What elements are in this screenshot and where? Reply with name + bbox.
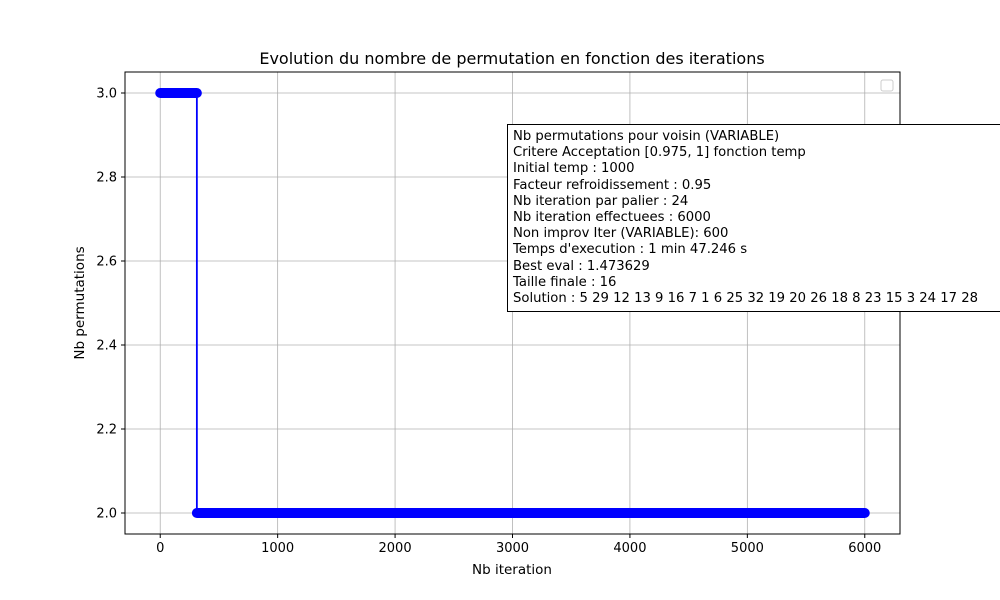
annotation-line: Nb permutations pour voisin (VARIABLE) [513, 129, 780, 144]
series-group [155, 88, 870, 518]
x-tick-label: 6000 [848, 541, 881, 556]
y-axis-ticks: 2.0 2.2 2.4 2.6 2.8 3.0 [96, 87, 125, 522]
x-tick-label: 3000 [496, 541, 529, 556]
y-tick-label: 2.8 [96, 171, 117, 186]
annotation-line: Non improv Iter (VARIABLE): 600 [513, 226, 729, 242]
x-tick-label: 2000 [379, 541, 412, 556]
annotation-line: Initial temp : 1000 [513, 161, 635, 177]
annotation-line: Critere Acceptation [0.975, 1] fonction … [513, 145, 806, 161]
annotation-line: Facteur refroidissement : 0.95 [513, 177, 712, 193]
x-axis-label: Nb iteration [472, 562, 552, 578]
y-tick-label: 2.4 [96, 339, 117, 354]
x-tick-label: 0 [156, 541, 164, 556]
y-tick-label: 2.2 [96, 423, 117, 438]
x-axis-ticks: 0 1000 2000 3000 4000 5000 6000 [156, 534, 881, 556]
x-tick-label: 5000 [731, 541, 764, 556]
x-tick-label: 1000 [261, 541, 294, 556]
chart-title: Evolution du nombre de permutation en fo… [259, 49, 764, 68]
x-tick-label: 4000 [613, 541, 646, 556]
annotation-line: Nb iteration par palier : 24 [513, 193, 689, 209]
y-tick-label: 2.0 [96, 507, 117, 522]
y-tick-label: 3.0 [96, 87, 117, 102]
annotation-line: Best eval : 1.473629 [513, 258, 650, 274]
annotation-line: Taille finale : 16 [513, 274, 617, 290]
annotation-line: Temps d'execution : 1 min 47.246 s [513, 242, 748, 258]
annotation-box: Nb permutations pour voisin (VARIABLE) Cr… [507, 124, 1000, 312]
annotation-line: Solution : 5 29 12 13 9 16 7 1 6 25 32 1… [513, 290, 979, 306]
annotation-line: Nb iteration effectuees : 6000 [513, 209, 711, 225]
y-axis-label: Nb permutations [72, 246, 88, 359]
y-tick-label: 2.6 [96, 255, 117, 270]
legend-box [880, 79, 894, 92]
